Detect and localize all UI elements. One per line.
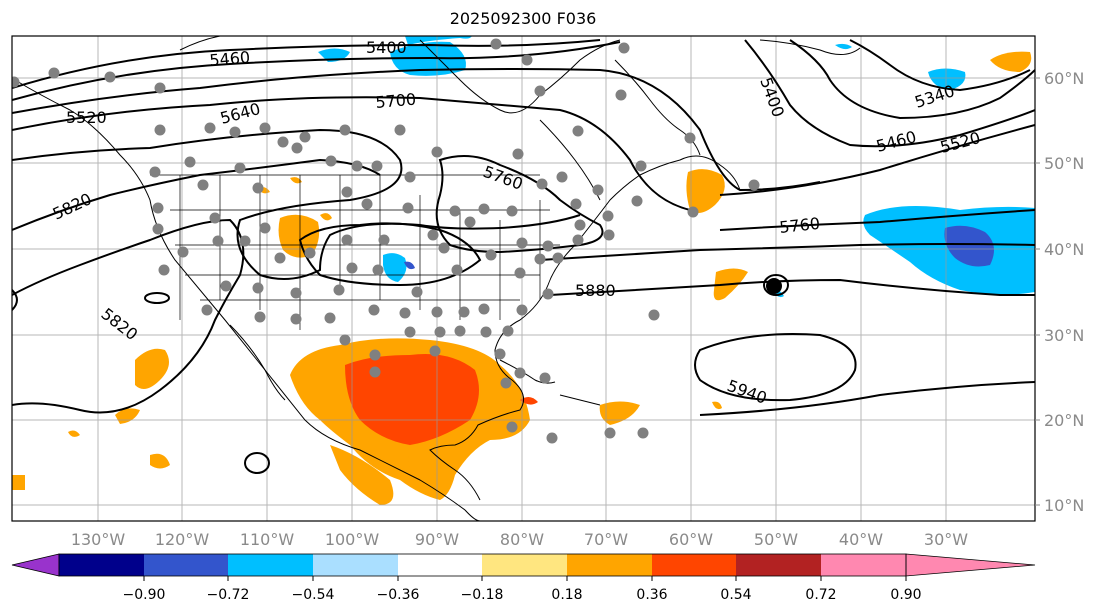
lon-label: 90°W (415, 530, 459, 549)
lat-label: 50°N (1044, 154, 1084, 173)
lat-label: 40°N (1044, 240, 1084, 259)
contour-label: 5460 (209, 48, 251, 70)
colorbar-tick-label: 0.90 (890, 587, 921, 603)
colorbar-tick-label: 0.54 (720, 587, 751, 603)
colorbar-extend-right (905, 553, 1036, 577)
colorbar-segment (59, 554, 144, 576)
colorbar-segment (652, 554, 736, 576)
station-dots (12, 38, 760, 444)
lat-label: 60°N (1044, 69, 1084, 88)
contour-label: 5400 (366, 38, 407, 57)
low-center-marker (766, 278, 782, 294)
shaded-anomaly-fields (12, 36, 1035, 505)
lat-label: 10°N (1044, 496, 1084, 515)
colorbar-segment (228, 554, 313, 576)
contour-label: 5700 (375, 90, 417, 112)
lon-label: 60°W (669, 530, 713, 549)
colorbar-tick-label: 0.72 (805, 587, 836, 603)
colorbar-tick-label: 0.36 (636, 587, 667, 603)
lon-label: 110°W (240, 530, 295, 549)
lon-label: 50°W (754, 530, 798, 549)
colorbar-segment (313, 554, 398, 576)
map-title: 2025092300 F036 (449, 9, 597, 28)
colorbar-tick-label: −0.90 (123, 587, 166, 603)
lon-label: 30°W (924, 530, 968, 549)
lat-label: 30°N (1044, 326, 1084, 345)
colorbar-tick-label: 0.18 (551, 587, 582, 603)
latitude-labels: 10°N 20°N 30°N 40°N 50°N 60°N (1035, 69, 1084, 515)
colorbar-segment (736, 554, 821, 576)
colorbar-tick-label: −0.54 (292, 587, 335, 603)
map-frame (11, 35, 1036, 522)
lon-label: 130°W (71, 530, 126, 549)
colorbar-segment (821, 554, 906, 576)
colorbar-segment (144, 554, 228, 576)
colorbar-segment (398, 554, 482, 576)
contour-label: 5520 (66, 108, 107, 127)
colorbar-tick-label: −0.36 (377, 587, 420, 603)
colorbar-segment (482, 554, 567, 576)
lat-label: 20°N (1044, 411, 1084, 430)
lon-label: 120°W (155, 530, 210, 549)
colorbar-segment (567, 554, 652, 576)
lon-label: 80°W (500, 530, 544, 549)
contour-label: 5760 (778, 214, 820, 237)
colorbar-extend-left (11, 553, 60, 577)
longitude-labels: 130°W 120°W 110°W 100°W 90°W 80°W 70°W 6… (71, 530, 968, 549)
lon-label: 40°W (839, 530, 883, 549)
colorbar: −0.90 −0.72 −0.54 −0.36 −0.18 0.18 0.36 … (11, 553, 1036, 603)
contour-label: 5880 (575, 281, 616, 300)
lon-label: 100°W (325, 530, 380, 549)
colorbar-tick-label: −0.18 (461, 587, 504, 603)
colorbar-tick-label: −0.72 (207, 587, 250, 603)
lon-label: 70°W (584, 530, 628, 549)
